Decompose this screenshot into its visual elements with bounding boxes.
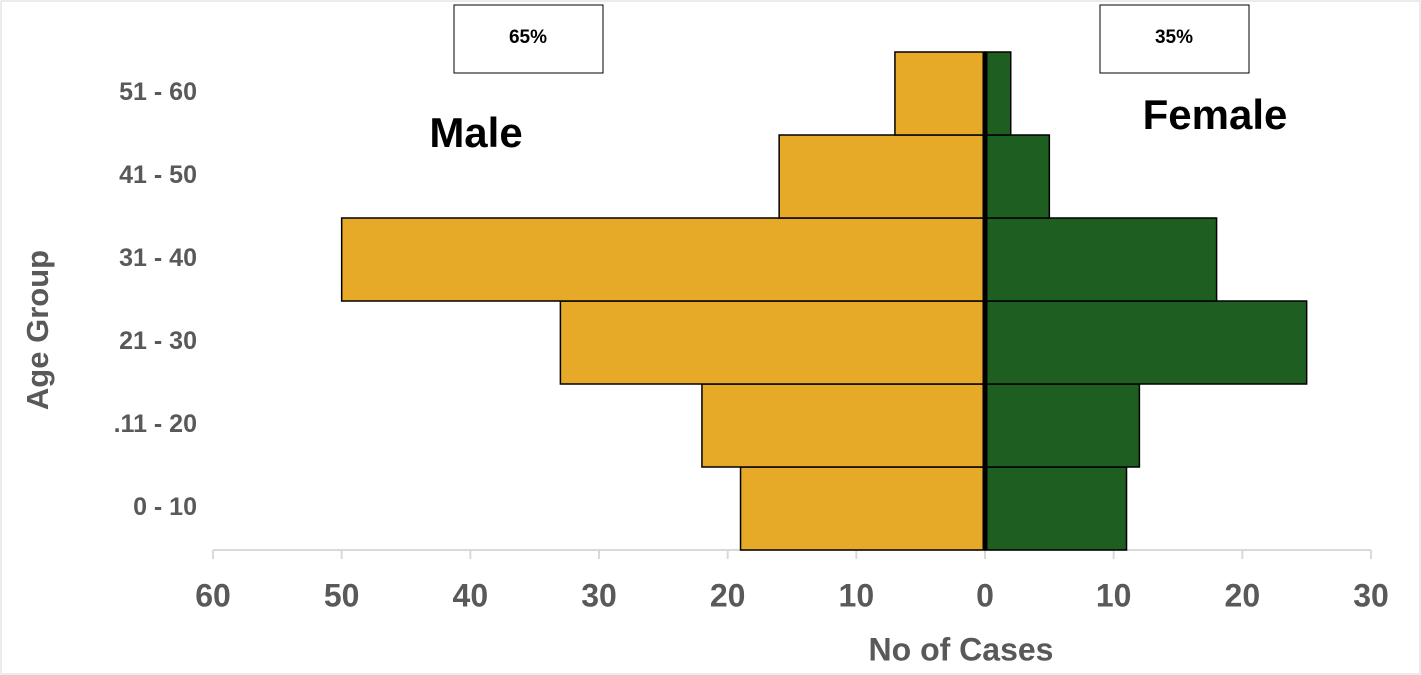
annotation: 35% [1155, 27, 1193, 48]
bar [559, 300, 986, 385]
y-tick-label: .11 - 20 [114, 410, 197, 438]
annotation-box [1099, 4, 1250, 74]
y-tick-label: 21 - 30 [119, 327, 197, 355]
y-tick-label: 0 - 10 [133, 493, 197, 521]
x-tick-label: 40 [453, 577, 489, 613]
x-tick-label: 30 [1353, 577, 1389, 613]
bar [984, 217, 1218, 302]
x-tick-label: 30 [581, 577, 617, 613]
bar [984, 134, 1051, 219]
y-tick-label: 31 - 40 [119, 244, 197, 272]
bar [894, 51, 986, 136]
bar [984, 383, 1141, 468]
bar [984, 466, 1128, 551]
x-tick-label: 20 [1225, 577, 1261, 613]
bar [984, 300, 1308, 385]
y-tick-label: 51 - 60 [119, 78, 197, 106]
x-tick-label: 50 [324, 577, 360, 613]
annotation-box [453, 4, 604, 74]
series-label: Female [1143, 91, 1288, 138]
annotation: 65% [509, 27, 547, 48]
x-tick-label: 20 [710, 577, 746, 613]
x-axis-label: No of Cases [869, 631, 1054, 667]
bar [984, 51, 1012, 136]
x-tick-label: 60 [195, 577, 231, 613]
y-axis-label: Age Group [20, 250, 55, 410]
x-tick-label: 10 [1096, 577, 1132, 613]
y-tick-label: 41 - 50 [119, 161, 197, 189]
series-label: Male [429, 109, 522, 156]
x-tick-label: 0 [976, 577, 994, 613]
bar [340, 217, 986, 302]
bar [701, 383, 986, 468]
bar [739, 466, 986, 551]
bar [778, 134, 986, 219]
x-tick-label: 10 [839, 577, 875, 613]
